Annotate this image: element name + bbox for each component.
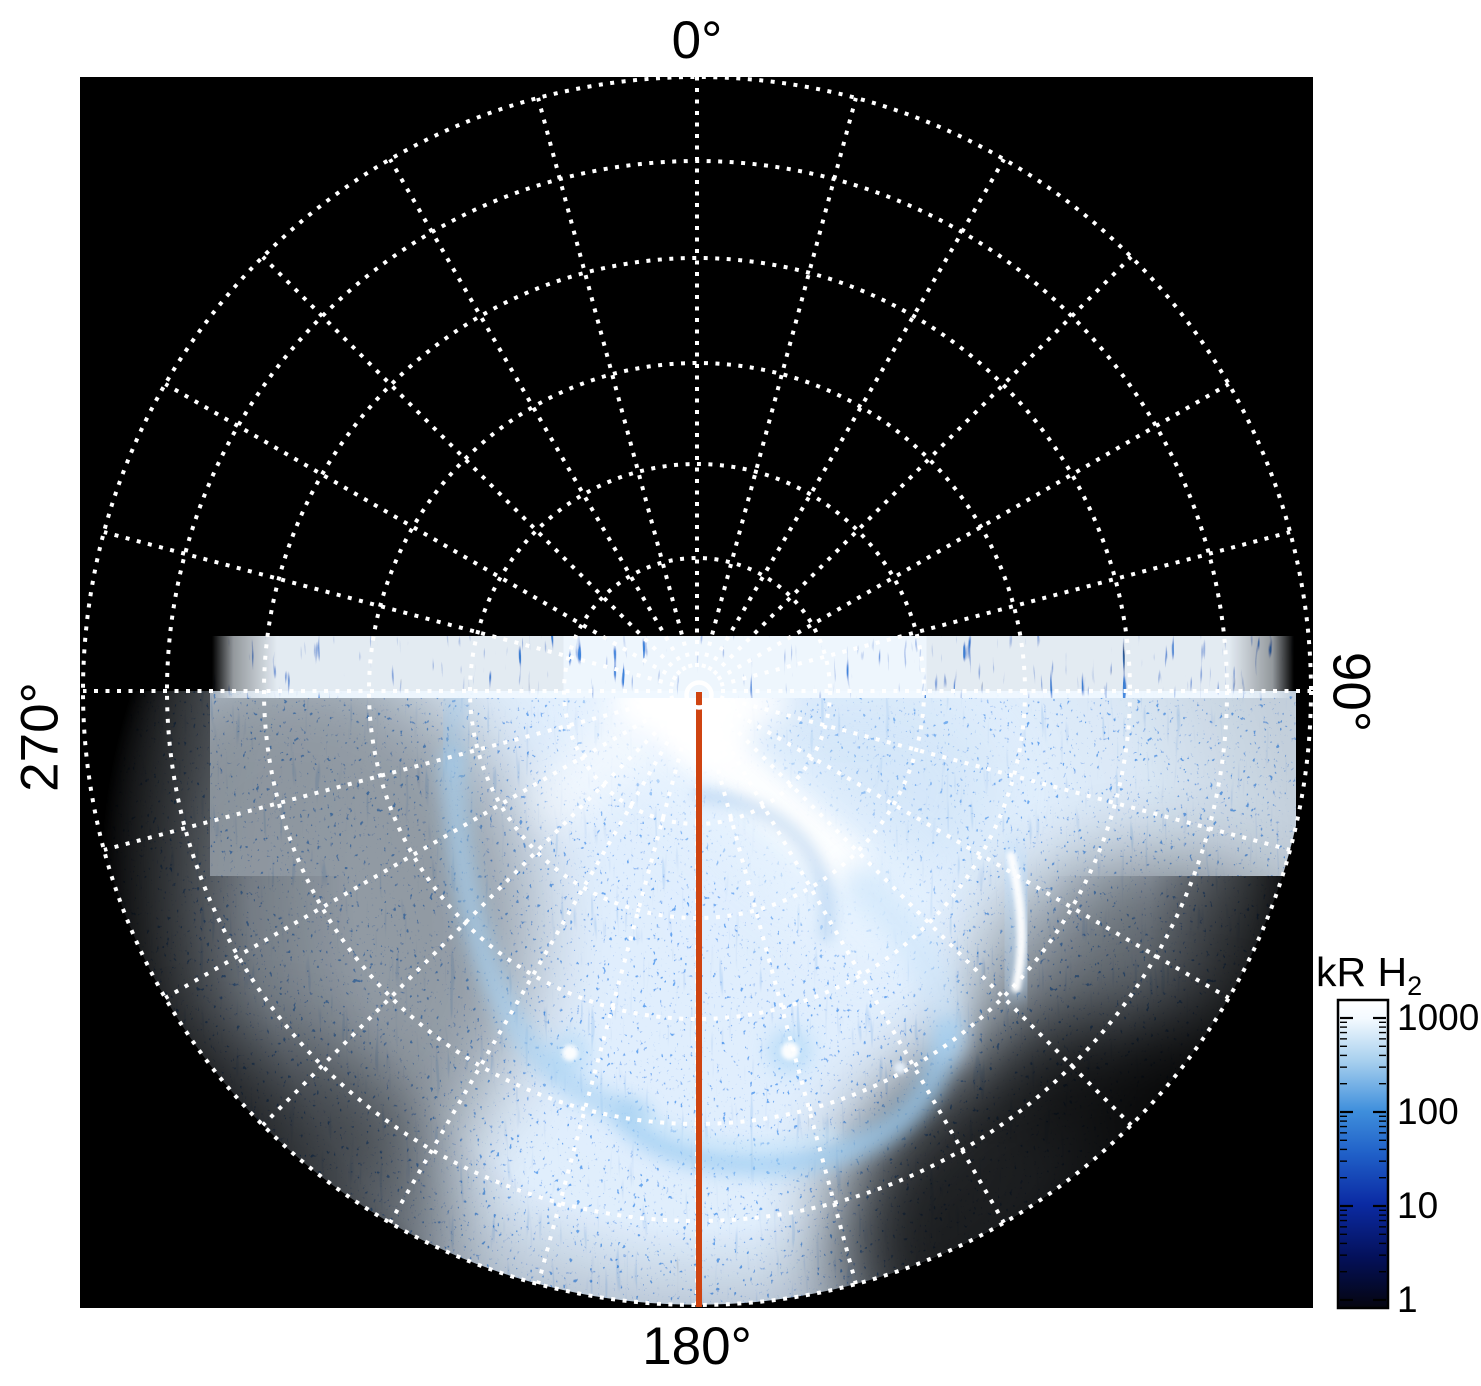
colorbar-tick-label: 1000 [1397, 997, 1480, 1038]
markers [684, 680, 714, 1307]
emission-inner-swirl-arc [693, 788, 835, 942]
colorbar-title-subscript: 2 [1407, 971, 1423, 1002]
grid-circle [468, 462, 926, 920]
emission-detached-arc-core [1006, 851, 1026, 993]
emission-bright-spot-small [894, 1062, 906, 1074]
emission-oval-bottom-bright-core [632, 1107, 840, 1155]
colorbar-tick-label: 1 [1397, 1279, 1418, 1320]
emission-oval-left-arc [440, 748, 650, 1125]
emission-faint-spot [749, 940, 765, 956]
colorbar [1336, 998, 1390, 1310]
colorbar-gradient-bar [1336, 998, 1390, 1310]
colorbar-tick-label: 10 [1397, 1185, 1439, 1226]
emission-bright-spot [562, 1045, 578, 1061]
colorbar-tick-label: 100 [1397, 1091, 1459, 1132]
grid-circle [367, 361, 1027, 1021]
colorbar-title: kR H2 [1316, 949, 1423, 1002]
emission-oval-bottom-arc [613, 1017, 961, 1177]
ragged-top-edge [212, 642, 1294, 694]
angle-label-270: 270° [10, 682, 70, 792]
angle-label-180: 180° [642, 1317, 752, 1376]
emission-oval-left-arc-fade [440, 691, 472, 772]
angle-label-90: 90° [1321, 651, 1381, 733]
pole-ring-marker [684, 680, 714, 710]
emission-bright-spot [781, 1042, 799, 1060]
angle-label-0: 0° [671, 11, 723, 70]
